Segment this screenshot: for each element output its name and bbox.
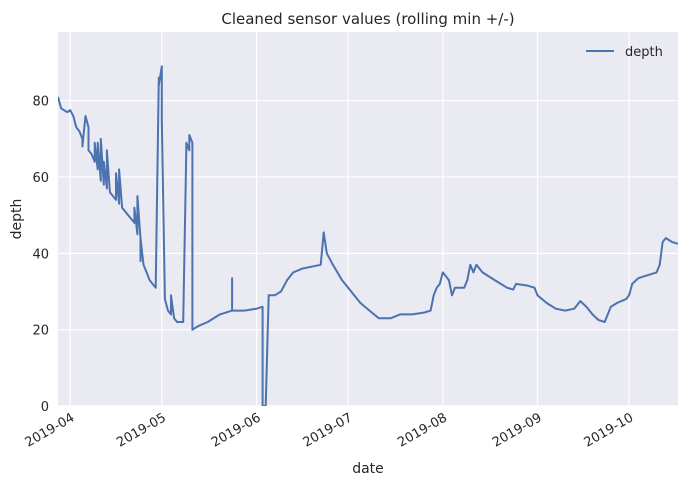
- series-line-depth: [58, 65, 678, 406]
- y-tick-labels: 0 20 40 60 80: [32, 95, 49, 415]
- plot-area: [58, 32, 678, 406]
- legend: depth: [586, 45, 663, 60]
- x-axis-label: date: [352, 461, 384, 477]
- y-tick-label: 40: [32, 247, 49, 262]
- chart-title: Cleaned sensor values (rolling min +/-): [221, 10, 514, 28]
- y-axis-label: depth: [9, 199, 25, 240]
- x-tick-label: 2019-07: [301, 410, 356, 450]
- y-tick-label: 60: [32, 171, 49, 186]
- x-tick-label: 2019-04: [23, 410, 78, 450]
- x-tick-labels: 2019-04 2019-05 2019-06 2019-07 2019-08 2019-…: [23, 410, 636, 450]
- x-tick-label: 2019-06: [209, 410, 264, 450]
- legend-label-depth: depth: [625, 45, 663, 60]
- y-tick-label: 0: [41, 400, 49, 415]
- series-layer: [58, 65, 678, 406]
- x-tick-label: 2019-05: [114, 410, 169, 450]
- y-tick-label: 20: [32, 324, 49, 339]
- x-tick-label: 2019-10: [582, 410, 637, 450]
- y-tick-label: 80: [32, 95, 49, 110]
- x-tick-label: 2019-09: [490, 410, 545, 450]
- x-tick-label: 2019-08: [395, 410, 450, 450]
- gridlines: [58, 32, 678, 407]
